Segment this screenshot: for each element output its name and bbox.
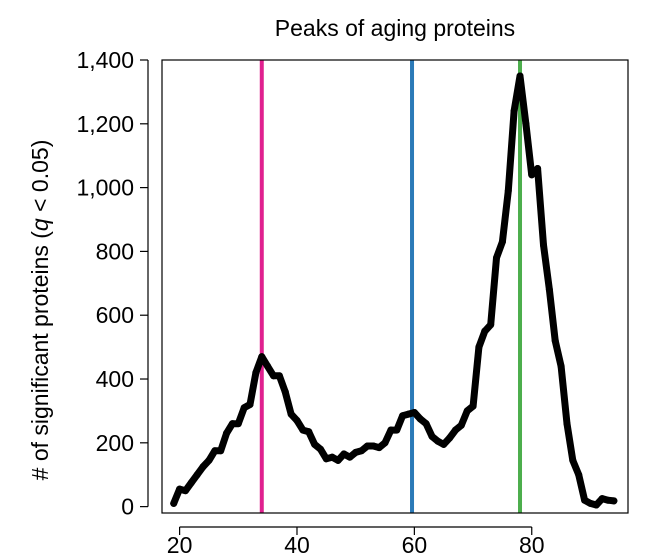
data-point (387, 426, 395, 434)
data-point (240, 404, 248, 412)
data-point (369, 442, 377, 450)
data-point (516, 72, 524, 80)
data-point (498, 238, 506, 246)
data-point (539, 241, 547, 249)
chart-title: Peaks of aging proteins (275, 15, 515, 41)
data-point (422, 420, 430, 428)
data-point (246, 401, 254, 409)
data-point (264, 362, 272, 370)
data-point (334, 456, 342, 464)
data-point (493, 254, 501, 262)
data-point (451, 426, 459, 434)
data-point (193, 471, 201, 479)
y-axis: 0 200 400 600 800 1,000 1,200 1,400 (76, 47, 149, 520)
data-point (440, 440, 448, 448)
y-tick-label: 400 (96, 366, 134, 392)
data-point (352, 448, 360, 456)
data-point (181, 487, 189, 495)
data-point (428, 432, 436, 440)
data-point (504, 187, 512, 195)
data-point (281, 388, 289, 396)
x-tick-label: 80 (519, 532, 545, 556)
data-point (311, 440, 319, 448)
y-tick-label: 800 (96, 238, 134, 264)
data-point (223, 429, 231, 437)
data-point (270, 372, 278, 380)
data-point (510, 107, 518, 115)
data-point (346, 453, 354, 461)
data-point (393, 426, 401, 434)
data-point (252, 369, 260, 377)
data-point (487, 321, 495, 329)
data-point (586, 499, 594, 507)
data-point (199, 463, 207, 471)
y-axis-label-italic: q (27, 218, 53, 231)
data-point (569, 456, 577, 464)
data-point (410, 409, 418, 417)
plot-area (170, 60, 618, 513)
data-point (528, 171, 536, 179)
data-point (557, 362, 565, 370)
data-point (293, 416, 301, 424)
data-point (581, 496, 589, 504)
data-point (316, 445, 324, 453)
data-point (469, 402, 477, 410)
data-point (475, 343, 483, 351)
data-point (375, 444, 383, 452)
data-point (446, 434, 454, 442)
y-tick-label: 1,400 (76, 47, 134, 73)
y-tick-label: 200 (96, 430, 134, 456)
data-point (170, 499, 178, 507)
data-point (551, 337, 559, 345)
data-point (363, 442, 371, 450)
data-point (340, 450, 348, 458)
x-tick-label: 60 (402, 532, 428, 556)
data-point (299, 426, 307, 434)
data-point (416, 415, 424, 423)
data-point (287, 410, 295, 418)
data-point (187, 479, 195, 487)
data-point (322, 455, 330, 463)
data-point (545, 286, 553, 294)
data-point (534, 164, 542, 172)
data-point (404, 410, 412, 418)
data-point (234, 420, 242, 428)
data-point (328, 453, 336, 461)
y-tick-label: 0 (121, 494, 134, 520)
data-point (575, 471, 583, 479)
data-point (176, 485, 184, 493)
y-tick-label: 1,200 (76, 111, 134, 137)
x-tick-label: 40 (284, 532, 310, 556)
data-point (205, 456, 213, 464)
x-axis: 20 40 60 80 (167, 526, 545, 556)
y-tick-label: 1,000 (76, 175, 134, 201)
data-point (381, 439, 389, 447)
data-point (217, 447, 225, 455)
data-point (275, 372, 283, 380)
data-point (563, 420, 571, 428)
plot-frame (161, 59, 629, 514)
data-point (434, 437, 442, 445)
data-point (457, 421, 465, 429)
data-point (399, 412, 407, 420)
data-point (604, 496, 612, 504)
data-point (598, 495, 606, 503)
x-tick-label: 20 (167, 532, 193, 556)
data-point (358, 447, 366, 455)
data-point (305, 428, 313, 436)
y-tick-label: 600 (96, 302, 134, 328)
data-point (228, 420, 236, 428)
y-axis-label: # of significant proteins (q < 0.05) (27, 140, 53, 481)
data-point (481, 327, 489, 335)
data-point (592, 501, 600, 509)
y-axis-label-suffix: < 0.05) (27, 140, 53, 219)
data-point (522, 120, 530, 128)
data-point (258, 353, 266, 361)
data-point (211, 447, 219, 455)
data-point (463, 407, 471, 415)
data-point (610, 497, 618, 505)
y-axis-label-prefix: # of significant proteins ( (27, 231, 53, 481)
